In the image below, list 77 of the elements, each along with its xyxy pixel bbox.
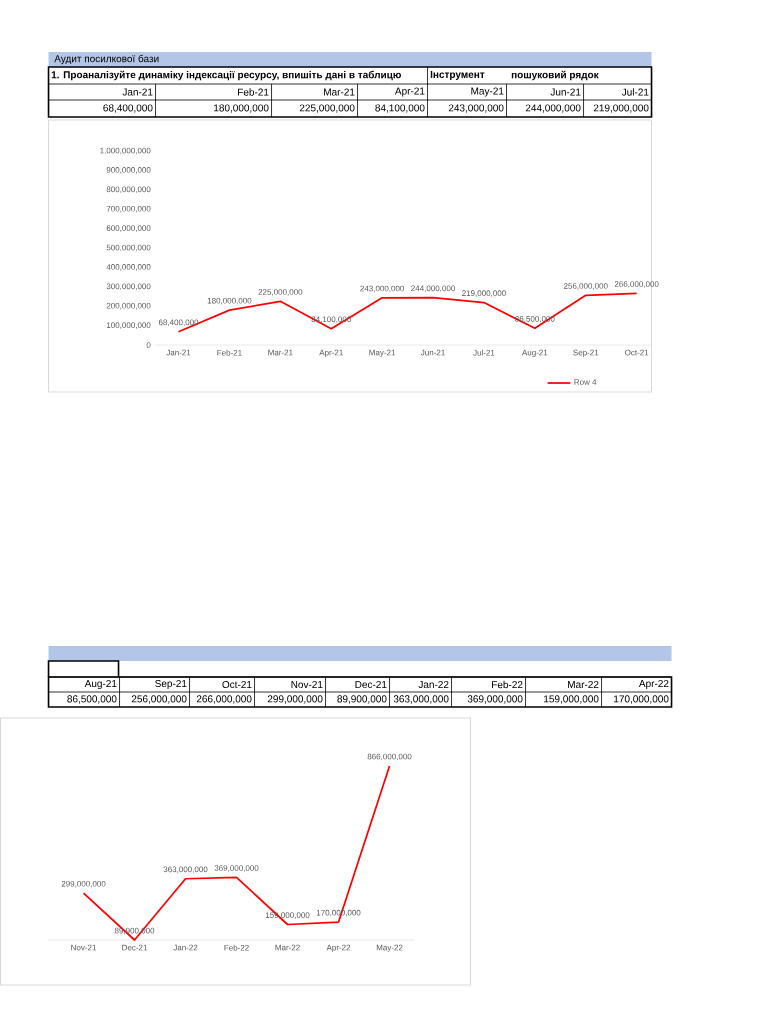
data-label: 363,000,000 xyxy=(163,866,208,874)
text: 225,000,000 xyxy=(300,104,355,113)
category-label: Jun-21 xyxy=(550,88,581,96)
text: 256,000,000 xyxy=(132,695,187,704)
data-label: 266,000,000 xyxy=(615,281,659,288)
data-label: 244,000,000 xyxy=(411,285,456,293)
category-label: Mar-21 xyxy=(324,88,355,96)
data-label: 256,000,000 xyxy=(564,283,608,290)
data-label: 243,000,000 xyxy=(360,285,405,293)
text: 180,000,000 xyxy=(214,104,269,113)
category-label: Feb-22 xyxy=(492,680,523,689)
y-tick-label: 1,000,000,000 xyxy=(100,147,151,155)
x-tick-label: Sep-21 xyxy=(573,349,599,357)
y-tick-label: 700,000,000 xyxy=(106,205,151,213)
data-label: 219,000,000 xyxy=(462,290,507,297)
x-tick-label: Aug-21 xyxy=(522,349,548,357)
y-tick-label: 500,000,000 xyxy=(106,244,151,252)
category-label: Mar-22 xyxy=(568,680,599,689)
y-tick-label: 300,000,000 xyxy=(106,283,151,291)
y-tick-label: 100,000,000 xyxy=(107,322,151,329)
category-label: Apr-22 xyxy=(639,679,669,690)
data-label: 866,000,000 xyxy=(367,753,412,761)
category-label: Jan-22 xyxy=(418,680,449,689)
x-tick-label: Jan-22 xyxy=(173,944,198,951)
x-tick-label: Jan-21 xyxy=(166,349,191,356)
text: 86,500,000 xyxy=(67,695,117,704)
text: 159,000,000 xyxy=(544,695,599,704)
text: пошуковий рядок xyxy=(512,70,599,81)
category-label: Oct-21 xyxy=(222,680,252,689)
x-tick-label: Dec-21 xyxy=(122,944,148,951)
data-label: 299,000,000 xyxy=(61,880,106,888)
data-label: 68,400,000 xyxy=(159,319,199,327)
y-tick-label: 800,000,000 xyxy=(106,186,151,194)
data-label: 369,000,000 xyxy=(214,865,259,872)
category-label: Aug-21 xyxy=(84,679,117,690)
x-tick-label: Mar-21 xyxy=(268,349,293,356)
category-label: Jan-21 xyxy=(122,88,153,96)
y-tick-label: 900,000,000 xyxy=(106,167,151,174)
text: 244,000,000 xyxy=(526,104,581,113)
y-tick-label: 400,000,000 xyxy=(106,264,151,271)
data-label: 180,000,000 xyxy=(208,297,252,305)
x-tick-label: Nov-21 xyxy=(71,944,97,951)
x-tick-label: Jul-21 xyxy=(473,349,495,356)
text: 363,000,000 xyxy=(393,695,449,704)
text: 84,100,000 xyxy=(375,104,425,113)
x-tick-label: Feb-22 xyxy=(224,944,250,951)
text: 89,900,000 xyxy=(337,695,387,704)
text: 219,000,000 xyxy=(594,104,649,113)
text: 299,000,000 xyxy=(268,695,323,704)
category-label: Nov-21 xyxy=(291,680,323,689)
text: 170,000,000 xyxy=(614,695,669,704)
y-tick-label: 200,000,000 xyxy=(106,302,151,310)
text: 266,000,000 xyxy=(197,695,252,704)
category-label: Jul-21 xyxy=(622,88,649,96)
legend-label: Row 4 xyxy=(574,379,597,385)
x-tick-label: Apr-21 xyxy=(319,349,344,357)
text: 243,000,000 xyxy=(449,104,504,113)
x-tick-label: Jun-21 xyxy=(421,349,446,356)
category-label: Dec-21 xyxy=(355,680,387,689)
x-tick-label: Mar-22 xyxy=(275,944,301,951)
category-label: Feb-21 xyxy=(238,88,269,96)
x-tick-label: Feb-21 xyxy=(217,349,242,356)
y-tick-label: 600,000,000 xyxy=(106,225,151,232)
text: Інструмент xyxy=(431,71,485,80)
category-label: Sep-21 xyxy=(155,679,187,690)
y-tick-label: 0 xyxy=(146,342,151,348)
x-tick-label: Apr-22 xyxy=(326,944,351,952)
text: Аудит посилкової бази xyxy=(54,54,159,65)
text: 1. Проаналізуйте динаміку індексації ресурсу, впишіть дані в таблицю xyxy=(51,70,402,81)
x-tick-label: May-21 xyxy=(369,349,396,357)
text: 68,400,000 xyxy=(103,104,153,113)
category-label: Apr-21 xyxy=(395,87,425,97)
x-tick-label: Oct-21 xyxy=(625,349,649,356)
x-tick-label: May-22 xyxy=(377,944,403,952)
text: 369,000,000 xyxy=(467,695,523,704)
category-label: May-21 xyxy=(471,87,504,97)
data-label: 225,000,000 xyxy=(258,289,303,296)
